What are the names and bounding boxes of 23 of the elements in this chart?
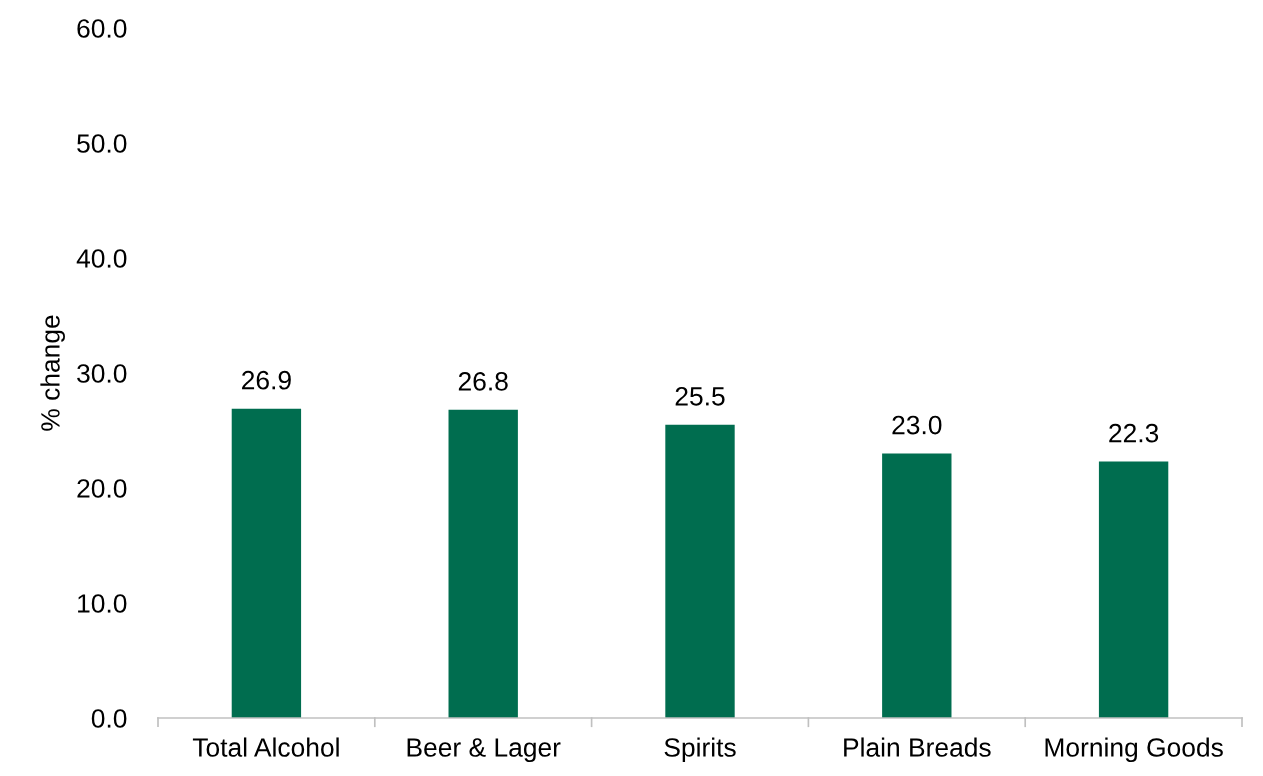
bar <box>882 453 952 718</box>
y-axis-title: % change <box>40 315 65 431</box>
y-tick-label: 60.0 <box>77 19 127 38</box>
y-tick-label: 30.0 <box>77 364 127 383</box>
bar <box>665 424 735 718</box>
y-tick-label: 10.0 <box>78 594 127 613</box>
data-label: 22.3 <box>1109 423 1159 443</box>
x-tick-label: Morning Goods <box>1045 737 1223 763</box>
y-tick-label: 0.0 <box>91 709 127 728</box>
x-tick-label: Plain Breads <box>844 737 991 757</box>
x-tick-label: Beer & Lager <box>407 738 561 763</box>
bar <box>231 408 302 718</box>
data-label: 26.9 <box>242 370 291 390</box>
data-label: 26.8 <box>458 372 508 391</box>
y-tick-label: 40.0 <box>76 249 127 268</box>
data-label: 25.5 <box>675 386 725 406</box>
bar <box>1098 461 1169 718</box>
bar <box>448 409 518 718</box>
x-tick-label: Total Alcohol <box>192 737 339 757</box>
x-tick-label: Spirits <box>664 737 736 763</box>
y-tick-label: 50.0 <box>77 134 127 153</box>
data-label: 23.0 <box>892 415 942 435</box>
y-tick-label: 20.0 <box>77 479 127 498</box>
